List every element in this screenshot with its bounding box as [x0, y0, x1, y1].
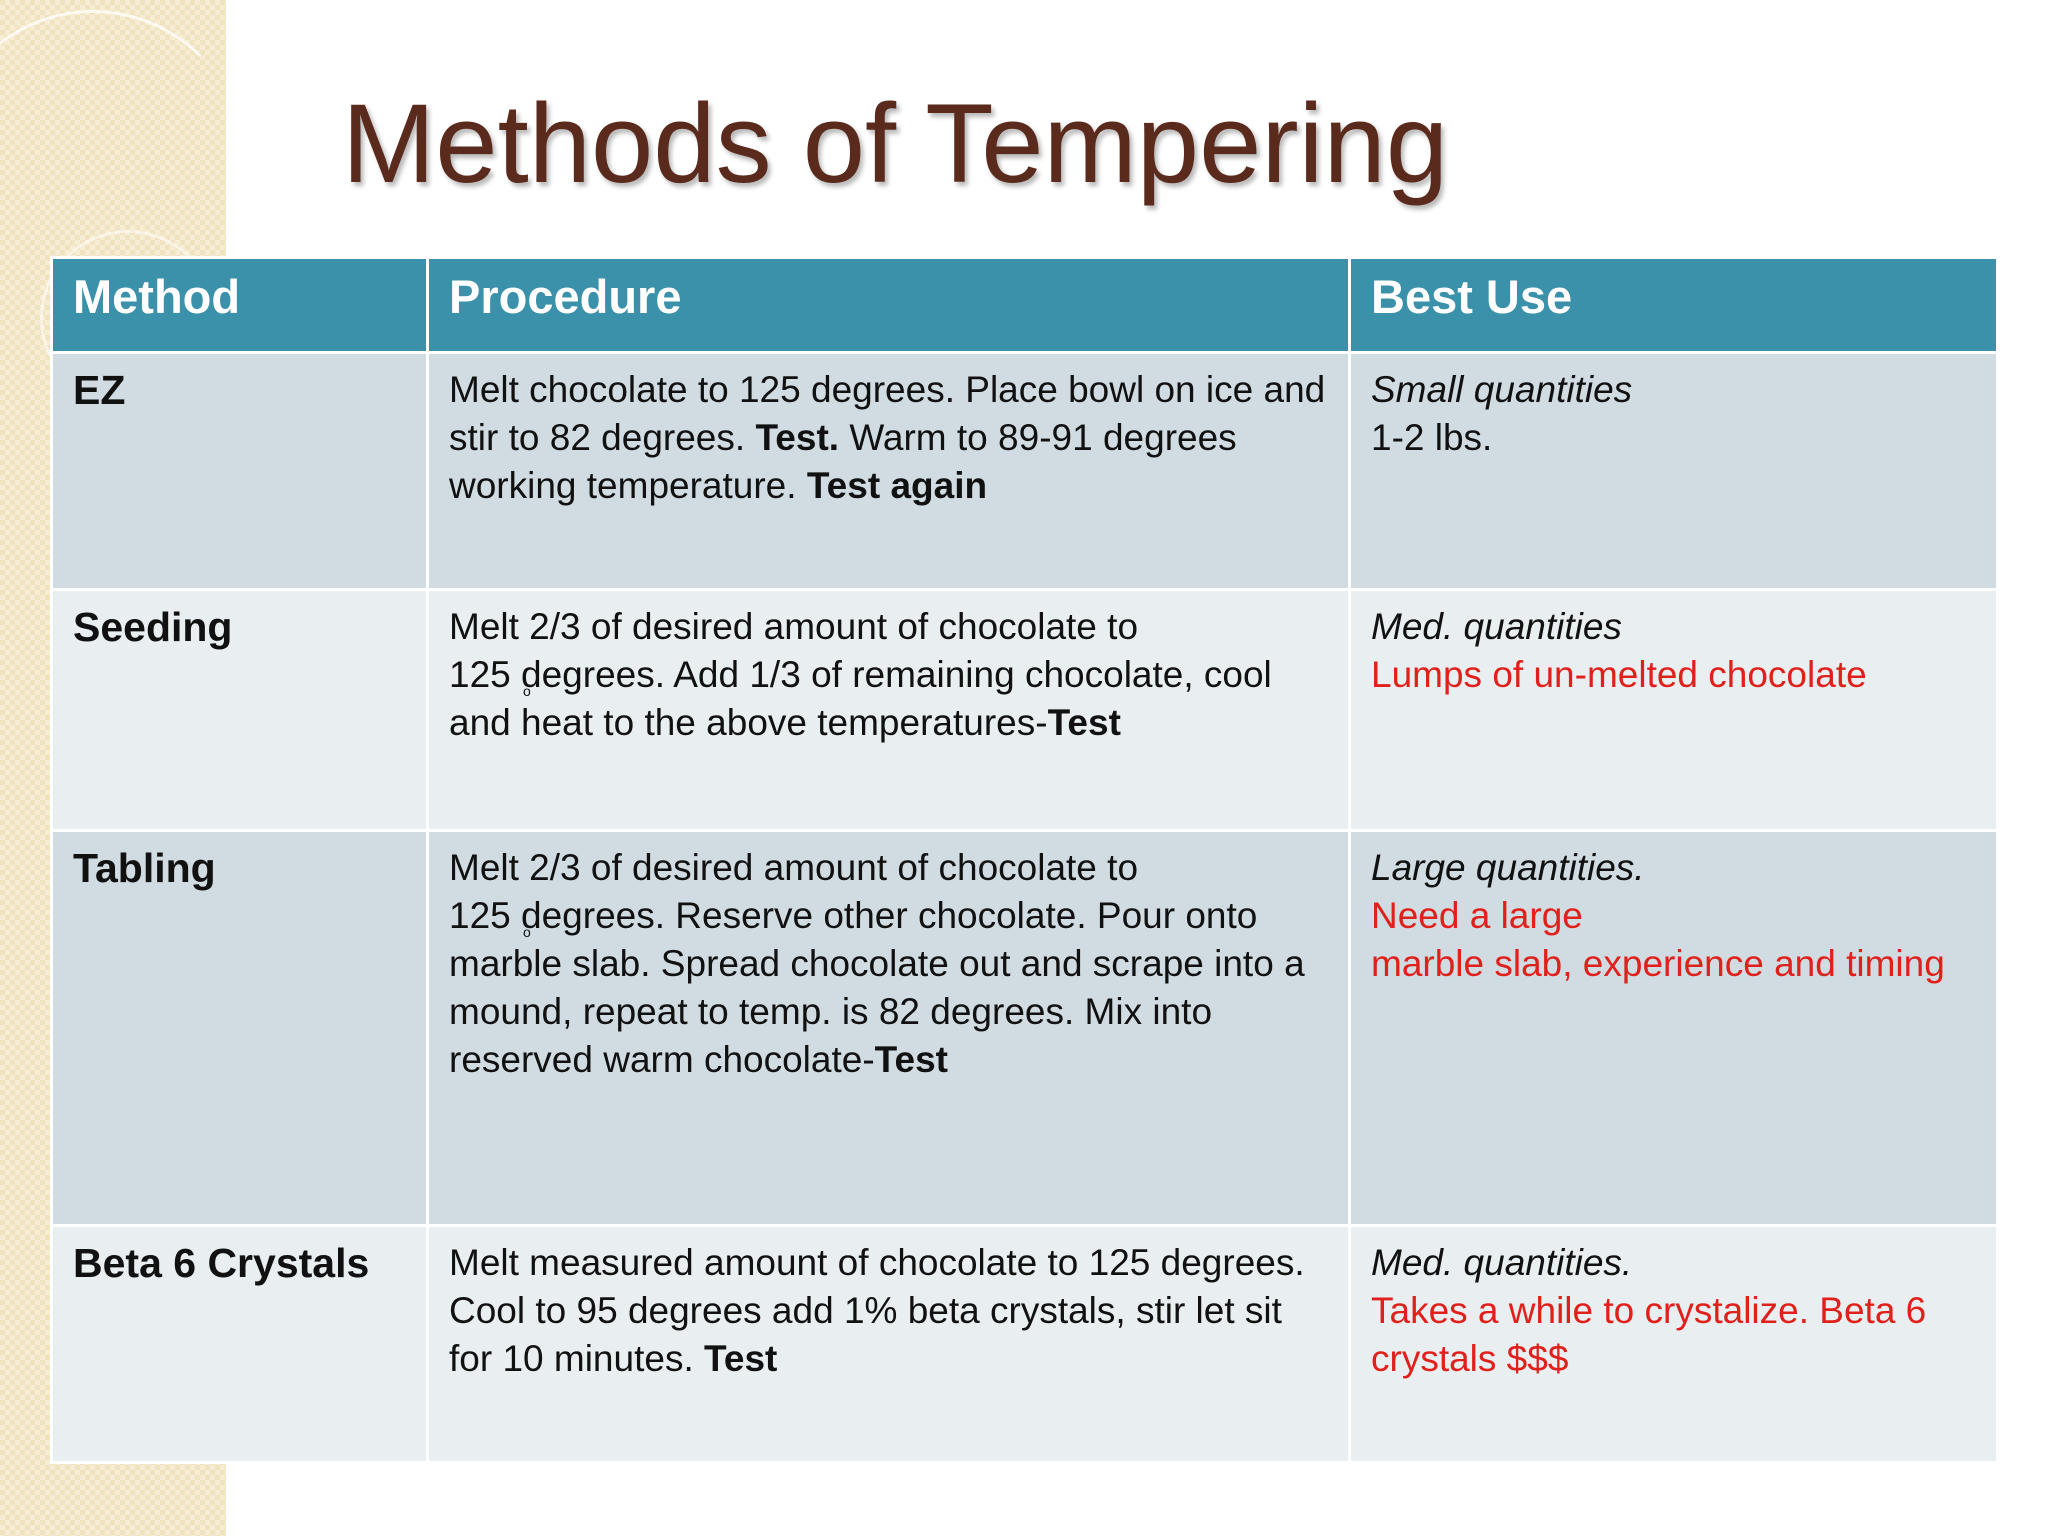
method-cell: Beta 6 Crystals [50, 1224, 429, 1464]
best-use-note: Takes a while to crystalize. Beta 6 crys… [1371, 1290, 1927, 1379]
best-use-cell: Large quantities. Need a large marble sl… [1348, 829, 1999, 1227]
header-procedure: Procedure [426, 256, 1351, 354]
procedure-bold-text: Test. [755, 417, 840, 458]
method-name: Tabling [73, 845, 216, 891]
procedure-cell: Melt 2/3 of desired amount of chocolate … [426, 829, 1351, 1227]
procedure-bold-text: Test [704, 1338, 778, 1379]
method-name: Seeding [73, 604, 233, 650]
best-use-cell: Med. quantities. Takes a while to crysta… [1348, 1224, 1999, 1464]
table-header-row: Method Procedure Best Use [50, 256, 1999, 354]
method-name: EZ [73, 367, 126, 413]
procedure-text-wrap: o 125 degrees. Reserve other chocolate. P… [449, 895, 1305, 1080]
procedure-text-wrap: o 125 degrees. Add 1/3 of remaining choco… [449, 654, 1272, 743]
tempering-methods-table: Method Procedure Best Use EZ Melt chocol… [50, 256, 1999, 1464]
method-name: Beta 6 Crystals [73, 1240, 370, 1286]
procedure-cell: Melt 2/3 of desired amount of chocolate … [426, 588, 1351, 832]
procedure-cell: Melt measured amount of chocolate to 125… [426, 1224, 1351, 1464]
procedure-bold-text: Test [874, 1039, 949, 1080]
procedure-cell: Melt chocolate to 125 degrees. Place bow… [426, 351, 1351, 591]
method-cell: Tabling [50, 829, 429, 1227]
best-use-cell: Med. quantities Lumps of un-melted choco… [1348, 588, 1999, 832]
best-use-note: Need a large [1371, 895, 1583, 936]
best-use-quantity: Med. quantities [1371, 606, 1622, 647]
table-row: Tabling Melt 2/3 of desired amount of ch… [50, 829, 1999, 1227]
degree-mark: o [523, 924, 531, 940]
method-cell: EZ [50, 351, 429, 591]
slide-title: Methods of Tempering [342, 81, 1449, 206]
method-cell: Seeding [50, 588, 429, 832]
best-use-note: marble slab, experience and timing [1371, 943, 1945, 984]
procedure-text: Melt 2/3 of desired amount of chocolate … [449, 847, 1139, 888]
header-method: Method [50, 256, 429, 354]
procedure-text: 125 degrees. Reserve other chocolate. Po… [449, 895, 1305, 1080]
best-use-quantity: Med. quantities. [1371, 1242, 1633, 1283]
table-row: Beta 6 Crystals Melt measured amount of … [50, 1224, 1999, 1464]
procedure-bold-text: Test again [806, 465, 988, 506]
table-row: EZ Melt chocolate to 125 degrees. Place … [50, 351, 1999, 591]
best-use-note: Lumps of un-melted chocolate [1371, 654, 1867, 695]
degree-mark: o [523, 683, 531, 699]
procedure-bold-text: Test [1047, 702, 1121, 743]
procedure-text: Melt 2/3 of desired amount of chocolate … [449, 606, 1139, 647]
procedure-text: Warm to 89-91 degrees working temperatur… [449, 417, 1237, 506]
header-best-use: Best Use [1348, 256, 1999, 354]
procedure-text: Melt measured amount of chocolate to 125… [449, 1242, 1305, 1379]
best-use-note: 1-2 lbs. [1371, 417, 1493, 458]
procedure-text: 125 degrees. Add 1/3 of remaining chocol… [449, 654, 1272, 743]
best-use-quantity: Large quantities. [1371, 847, 1645, 888]
procedure-text: Melt chocolate to 125 degrees. Place bow… [449, 369, 1326, 458]
table-row: Seeding Melt 2/3 of desired amount of ch… [50, 588, 1999, 832]
best-use-cell: Small quantities 1-2 lbs. [1348, 351, 1999, 591]
best-use-quantity: Small quantities [1371, 369, 1633, 410]
